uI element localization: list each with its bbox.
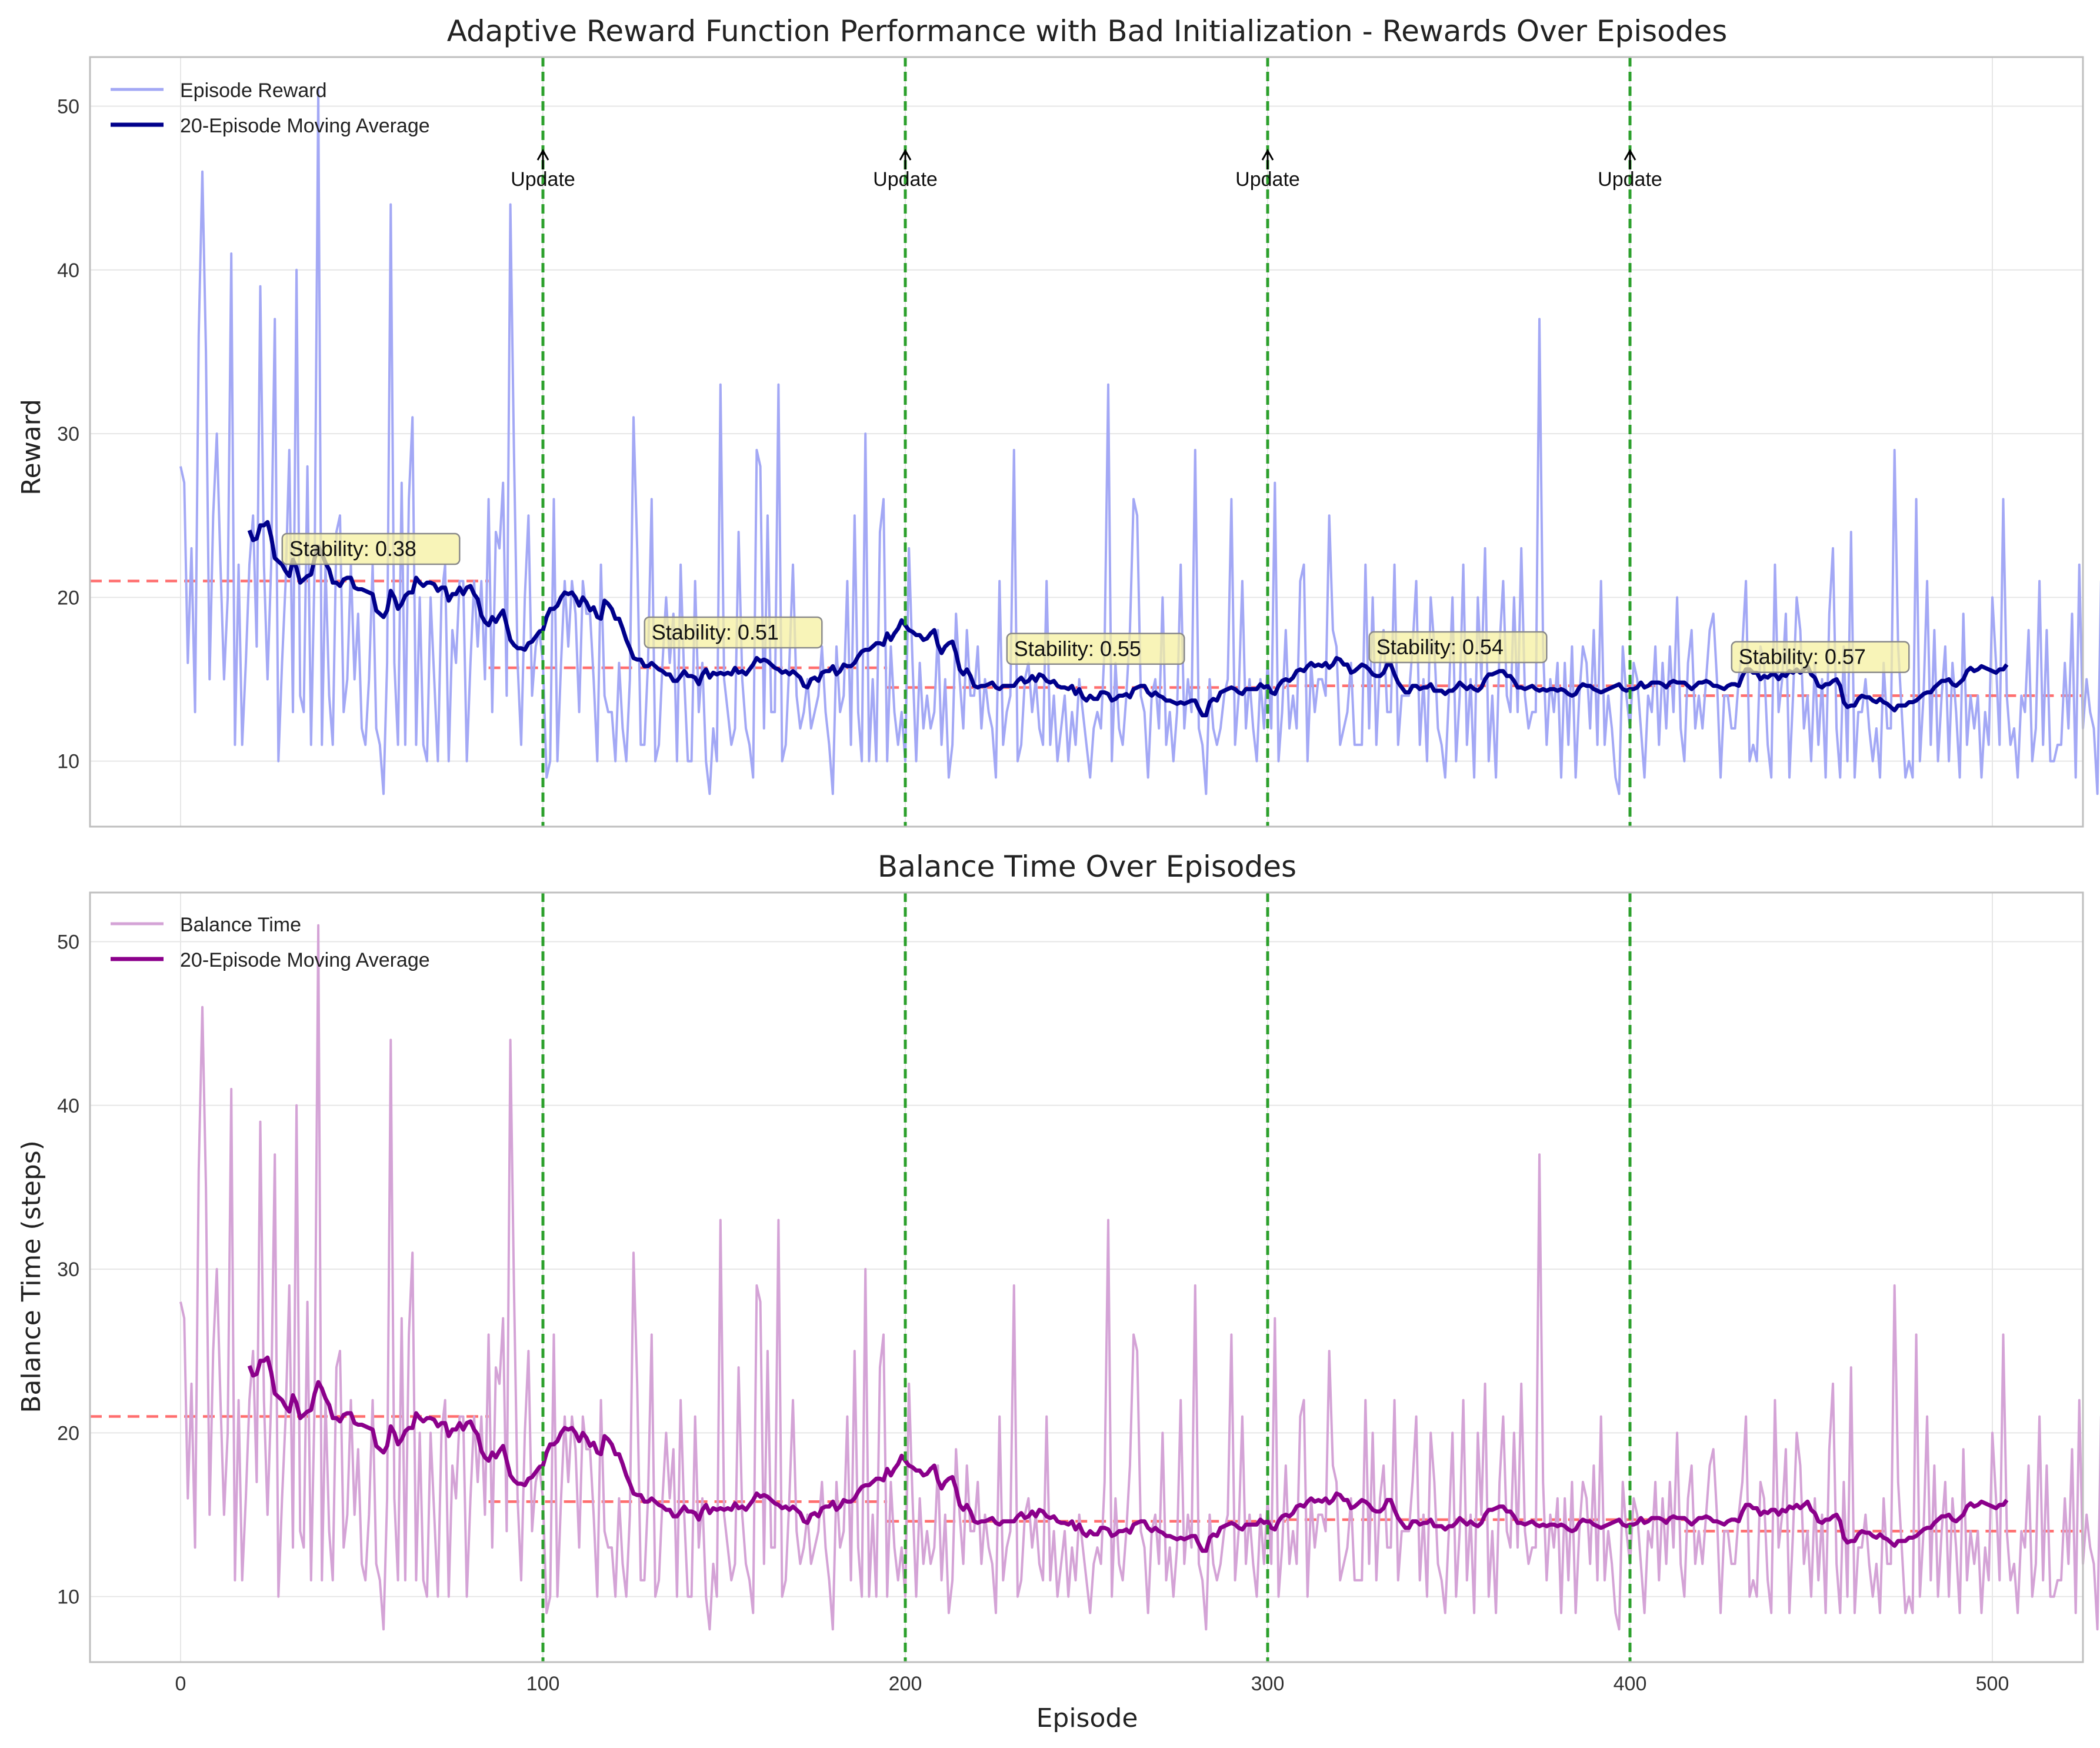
reward-y-ticks: 10 20 30 40 50: [57, 95, 79, 773]
reward-legend: Episode Reward 20-Episode Moving Average: [111, 79, 430, 137]
y-tick-label: 50: [57, 931, 79, 953]
balance-avg-series: [247, 1355, 2009, 1553]
balance-x-ticks: 0 100 200 300 400 500: [175, 1673, 2009, 1695]
stability-label-box: [281, 532, 461, 565]
x-tick-label: 500: [1976, 1673, 2009, 1695]
update-arrowhead: [1261, 148, 1274, 161]
legend-balance-time-label: Balance Time: [180, 914, 301, 936]
balance-legend: Balance Time 20-Episode Moving Average: [111, 914, 430, 971]
update-annotation: Update: [1598, 168, 1662, 191]
raw-series-line: [179, 924, 2100, 1631]
y-tick-label: 10: [57, 751, 79, 773]
x-tick-label: 100: [526, 1673, 560, 1695]
balance-plot-frame: [89, 891, 2084, 1663]
stability-label-box: [1368, 631, 1548, 664]
balance-y-ticks: 10 20 30 40 50: [57, 931, 79, 1608]
reward-avg-series: [247, 520, 2009, 718]
update-arrowhead: [899, 148, 912, 161]
stability-label-box: [644, 616, 823, 649]
x-axis-label: Episode: [1036, 1703, 1138, 1733]
reward-y-axis-label: Reward: [16, 399, 46, 495]
balance-chart-title: Balance Time Over Episodes: [878, 850, 1296, 884]
stability-label: Stability: 0.55: [1014, 637, 1141, 661]
legend-episode-reward-label: Episode Reward: [180, 79, 326, 102]
y-tick-label: 40: [57, 1095, 79, 1117]
reward-stability-labels: Stability: 0.38 Stability: 0.51 Stability:…: [281, 532, 1910, 673]
y-tick-label: 10: [57, 1586, 79, 1609]
moving-average-line: [247, 520, 2009, 718]
legend-balance-moving-average-label: 20-Episode Moving Average: [180, 949, 430, 971]
stability-label: Stability: 0.57: [1739, 645, 1866, 669]
balance-y-axis-label: Balance Time (steps): [16, 1140, 46, 1413]
legend-moving-average-label: 20-Episode Moving Average: [180, 115, 430, 137]
moving-average-line: [247, 1355, 2009, 1553]
y-tick-label: 20: [57, 587, 79, 609]
stability-label-box: [1006, 632, 1185, 665]
y-tick-label: 30: [57, 1258, 79, 1281]
y-tick-label: 40: [57, 259, 79, 282]
stability-label: Stability: 0.51: [652, 620, 779, 644]
x-tick-label: 300: [1251, 1673, 1285, 1695]
update-annotation: Update: [511, 168, 575, 191]
balance-panel: Balance Time Over Episodes Balance Time …: [16, 850, 2100, 1733]
update-arrowhead: [536, 148, 549, 161]
reward-chart-title: Adaptive Reward Function Performance wit…: [447, 14, 1728, 48]
stability-label: Stability: 0.54: [1376, 635, 1504, 659]
y-tick-label: 20: [57, 1422, 79, 1444]
balance-raw-series: [179, 924, 2100, 1631]
reward-update-markers: Update Update Update Update: [511, 57, 1662, 827]
reward-panel: Adaptive Reward Function Performance wit…: [16, 14, 2100, 828]
x-tick-label: 400: [1614, 1673, 1647, 1695]
y-tick-label: 30: [57, 423, 79, 445]
stability-label-box: [1731, 641, 1910, 673]
y-tick-label: 50: [57, 95, 79, 118]
x-tick-label: 200: [889, 1673, 922, 1695]
raw-series-line: [179, 88, 2100, 795]
balance-update-markers: [541, 893, 1632, 1662]
stability-label: Stability: 0.38: [289, 537, 416, 561]
update-annotation: Update: [1235, 168, 1300, 191]
reward-raw-series: [179, 88, 2100, 795]
x-tick-label: 0: [175, 1673, 186, 1695]
update-annotation: Update: [873, 168, 938, 191]
reward-plot-frame: [89, 56, 2084, 828]
update-arrowhead: [1624, 148, 1636, 161]
